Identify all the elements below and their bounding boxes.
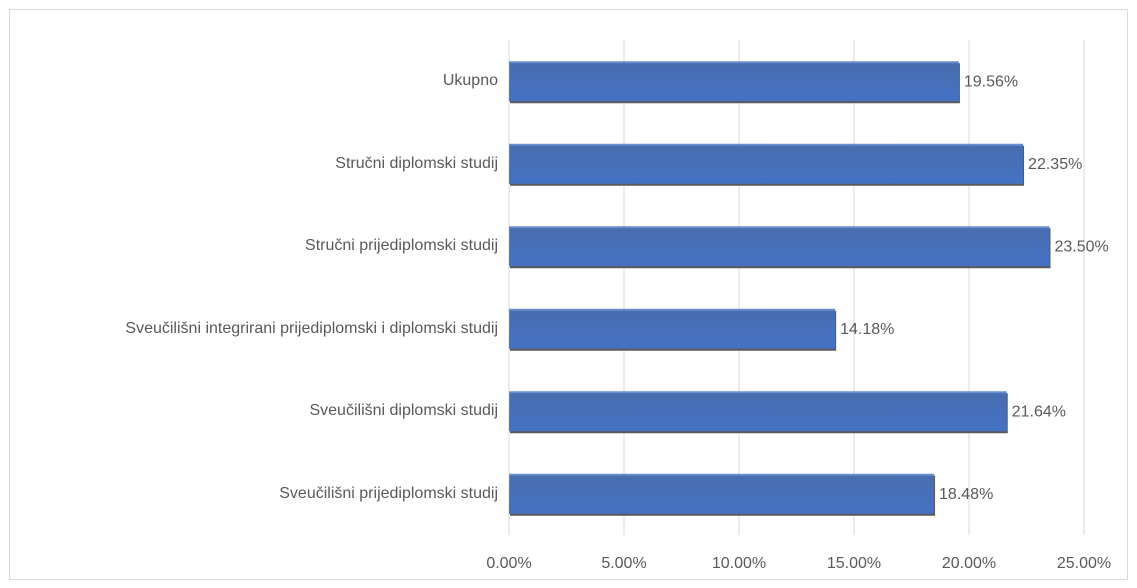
x-tick-label: 5.00% [601, 555, 646, 572]
y-tick-label: Sveučilišni integrirani prijediplomski i… [125, 319, 498, 337]
y-tick-label: Sveučilišni diplomski studij [309, 402, 498, 420]
x-tick-label: 25.00% [1057, 555, 1111, 572]
x-tick-label: 15.00% [827, 555, 881, 572]
bar [509, 391, 1007, 432]
y-tick-label: Stručni prijediplomski studij [305, 237, 498, 255]
y-tick-label: Sveučilišni prijediplomski studij [279, 484, 498, 502]
bar [509, 226, 1050, 267]
y-tick-label: Ukupno [442, 72, 498, 90]
x-tick-label: 10.00% [712, 555, 766, 572]
bar [509, 308, 836, 349]
data-label: 19.56% [964, 73, 1018, 90]
x-tick-label: 0.00% [486, 555, 531, 572]
bar [509, 473, 935, 514]
data-label: 18.48% [939, 486, 993, 503]
data-label: 21.64% [1012, 403, 1066, 420]
bar [509, 143, 1024, 184]
x-tick-label: 20.00% [942, 555, 996, 572]
data-label: 23.50% [1055, 238, 1109, 255]
data-label: 22.35% [1028, 156, 1082, 173]
bar [509, 61, 959, 102]
data-label: 14.18% [840, 321, 894, 338]
y-tick-label: Stručni diplomski studij [335, 154, 498, 172]
